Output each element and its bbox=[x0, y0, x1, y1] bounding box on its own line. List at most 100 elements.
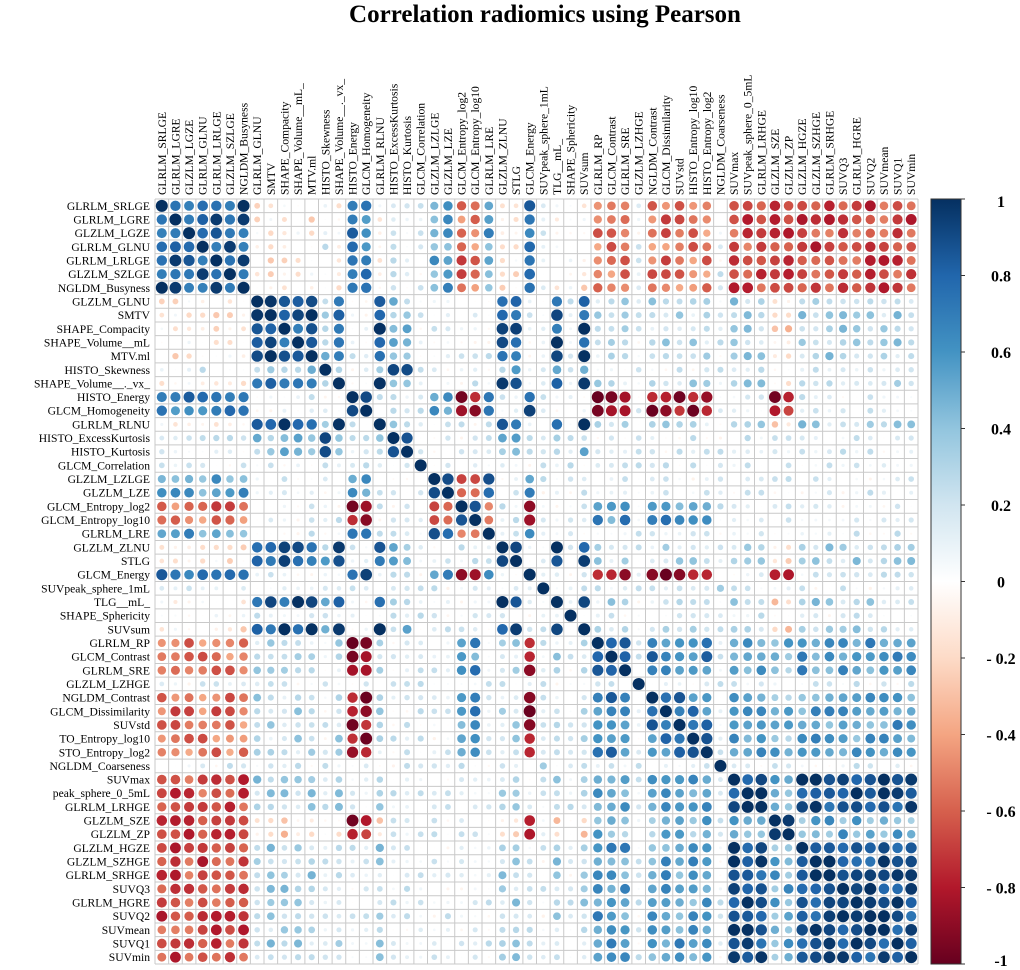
correlation-cell bbox=[895, 435, 901, 441]
correlation-cell bbox=[894, 571, 901, 578]
correlation-cell bbox=[838, 201, 848, 211]
correlation-cell bbox=[908, 571, 914, 578]
correlation-cell bbox=[636, 299, 641, 304]
correlation-cell bbox=[605, 746, 617, 758]
correlation-cell bbox=[661, 925, 671, 935]
correlation-cell bbox=[226, 312, 233, 319]
correlation-cell bbox=[594, 420, 602, 428]
correlation-cell bbox=[197, 651, 208, 662]
correlation-cell bbox=[487, 914, 491, 918]
correlation-cell bbox=[496, 322, 509, 335]
correlation-cell bbox=[376, 707, 384, 716]
correlation-cell bbox=[823, 910, 836, 923]
correlation-cell bbox=[785, 667, 792, 674]
correlation-cell bbox=[433, 723, 436, 727]
correlation-cell bbox=[472, 612, 478, 619]
correlation-cell bbox=[389, 420, 398, 429]
correlation-cell bbox=[403, 379, 411, 388]
correlation-cell bbox=[624, 437, 626, 439]
correlation-cell bbox=[542, 928, 545, 932]
correlation-cell bbox=[470, 747, 480, 758]
correlation-cell bbox=[743, 830, 752, 838]
correlation-cell bbox=[660, 514, 672, 526]
correlation-cell bbox=[567, 366, 574, 373]
correlation-cell bbox=[267, 571, 274, 578]
correlation-cell bbox=[445, 803, 451, 810]
correlation-cell bbox=[675, 256, 684, 265]
correlation-cell bbox=[170, 951, 181, 963]
correlation-cell bbox=[500, 722, 505, 728]
correlation-cell bbox=[403, 421, 411, 428]
correlation-cell bbox=[825, 228, 834, 238]
correlation-cell bbox=[254, 721, 261, 728]
correlation-cell bbox=[811, 652, 820, 661]
correlation-cell bbox=[814, 464, 818, 467]
correlation-cell bbox=[281, 366, 288, 373]
correlation-cell bbox=[554, 927, 560, 933]
correlation-cell bbox=[867, 558, 873, 564]
correlation-cell bbox=[878, 282, 890, 294]
correlation-cell bbox=[456, 665, 467, 676]
correlation-cell bbox=[635, 858, 642, 865]
correlation-cell bbox=[418, 927, 423, 933]
correlation-cell bbox=[445, 353, 451, 359]
correlation-cell bbox=[459, 777, 465, 783]
correlation-cell bbox=[187, 682, 191, 686]
correlation-cell bbox=[756, 201, 766, 211]
correlation-cell bbox=[335, 844, 343, 852]
correlation-cell bbox=[419, 914, 423, 918]
correlation-cell bbox=[772, 312, 778, 318]
correlation-cell bbox=[512, 516, 520, 524]
correlation-cell bbox=[282, 230, 287, 236]
correlation-cell bbox=[460, 928, 463, 932]
correlation-cell bbox=[347, 569, 358, 580]
correlation-cell bbox=[527, 545, 532, 550]
correlation-cell bbox=[907, 693, 916, 702]
correlation-cell bbox=[635, 325, 642, 332]
correlation-cell bbox=[569, 873, 573, 877]
correlation-cell bbox=[375, 953, 384, 962]
correlation-cell bbox=[702, 775, 712, 784]
correlation-cell bbox=[687, 746, 699, 758]
correlation-cell bbox=[851, 842, 863, 854]
correlation-cell bbox=[758, 681, 764, 687]
correlation-cell bbox=[528, 463, 532, 467]
correlation-cell bbox=[376, 434, 384, 442]
correlation-cell bbox=[511, 365, 521, 375]
correlation-cell bbox=[567, 298, 574, 305]
correlation-cell bbox=[389, 598, 397, 606]
correlation-cell bbox=[673, 568, 686, 581]
correlation-cell bbox=[281, 913, 288, 919]
correlation-cell bbox=[662, 543, 670, 551]
correlation-cell bbox=[487, 860, 491, 863]
correlation-cell bbox=[839, 352, 847, 360]
correlation-cell bbox=[404, 762, 411, 769]
correlation-cell bbox=[607, 884, 616, 894]
correlation-cell bbox=[170, 938, 181, 949]
correlation-cell bbox=[225, 720, 235, 730]
correlation-cell bbox=[621, 339, 629, 346]
correlation-cell bbox=[252, 433, 262, 443]
correlation-cell bbox=[187, 628, 191, 631]
correlation-cell bbox=[389, 324, 398, 333]
row-label: peak_sphere_0_5mL bbox=[53, 787, 150, 800]
correlation-cell bbox=[433, 382, 435, 385]
correlation-cell bbox=[704, 626, 710, 632]
correlation-cell bbox=[756, 241, 767, 252]
correlation-cell bbox=[364, 558, 369, 564]
correlation-cell bbox=[620, 775, 630, 785]
correlation-cell bbox=[280, 830, 289, 838]
correlation-cell bbox=[322, 762, 329, 769]
correlation-cell bbox=[702, 201, 712, 211]
correlation-cell bbox=[608, 612, 615, 619]
correlation-cell bbox=[827, 367, 832, 372]
correlation-cell bbox=[895, 367, 900, 373]
correlation-cell bbox=[606, 842, 617, 853]
column-label: GLRLM_LRHGE bbox=[755, 110, 768, 195]
correlation-cell bbox=[771, 598, 779, 606]
correlation-cell bbox=[483, 473, 495, 485]
correlation-cell bbox=[541, 914, 545, 918]
correlation-cell bbox=[445, 313, 451, 318]
correlation-cell bbox=[417, 899, 424, 906]
correlation-cell bbox=[237, 254, 250, 267]
